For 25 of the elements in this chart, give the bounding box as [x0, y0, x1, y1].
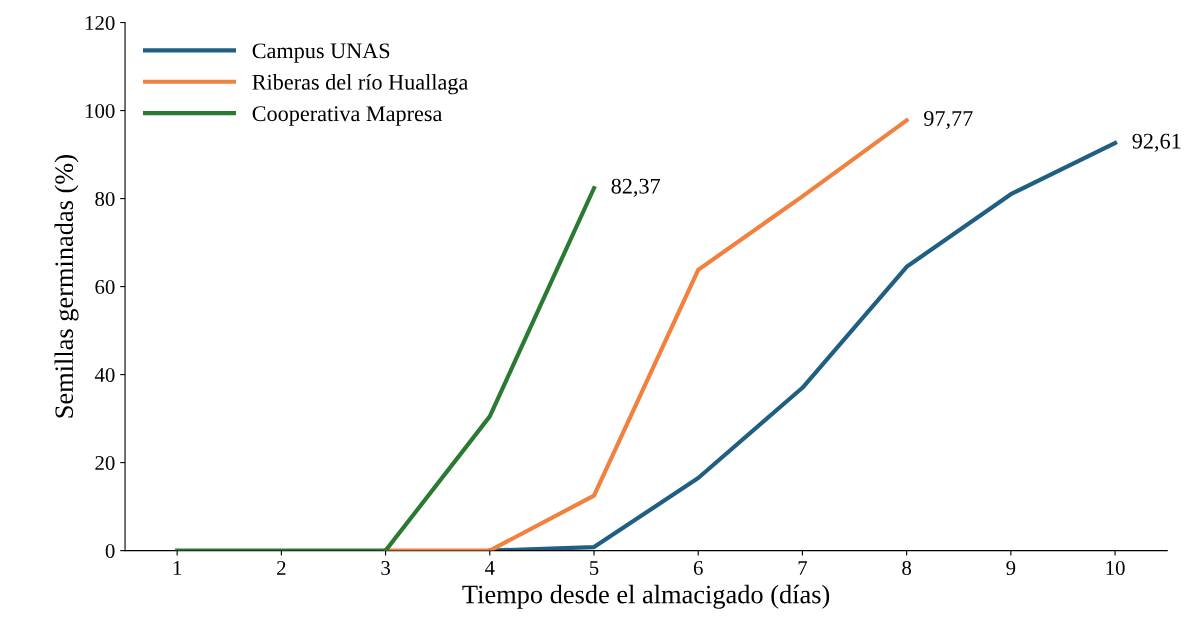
y-tick-label: 20	[95, 455, 115, 471]
y-tick-label: 80	[95, 191, 115, 206]
x-tick-label: 6	[693, 561, 703, 575]
legend-label: Campus UNAS	[252, 43, 390, 63]
legend-label: Cooperativa Mapresa	[252, 106, 443, 126]
y-axis-title: Semillas germinadas (%)	[54, 155, 79, 418]
x-tick-label: 2	[277, 561, 286, 575]
x-tick-label: 8	[902, 560, 912, 575]
y-tick-label: 0	[105, 543, 115, 559]
data-label: 82,37	[611, 178, 661, 197]
x-tick-label: 9	[1006, 561, 1016, 575]
x-tick-label: 1	[173, 561, 182, 575]
y-tick-label: 100	[85, 103, 115, 118]
x-tick-label: 5	[590, 561, 599, 575]
x-tick-label: 4	[485, 561, 495, 575]
x-tick-label: 3	[381, 561, 390, 575]
y-tick-label: 60	[95, 279, 115, 295]
data-label: 97,77	[924, 111, 973, 130]
x-tick-label: 7	[798, 561, 808, 575]
y-tick-label: 120	[85, 15, 115, 30]
y-tick-label: 40	[94, 367, 115, 383]
x-tick-label: 10	[1106, 560, 1125, 575]
data-label: 92,61	[1132, 133, 1181, 152]
x-axis-title: Tiempo desde el almacigado (días)	[462, 584, 830, 609]
legend-label: Riberas del río Huallaga	[252, 74, 469, 95]
